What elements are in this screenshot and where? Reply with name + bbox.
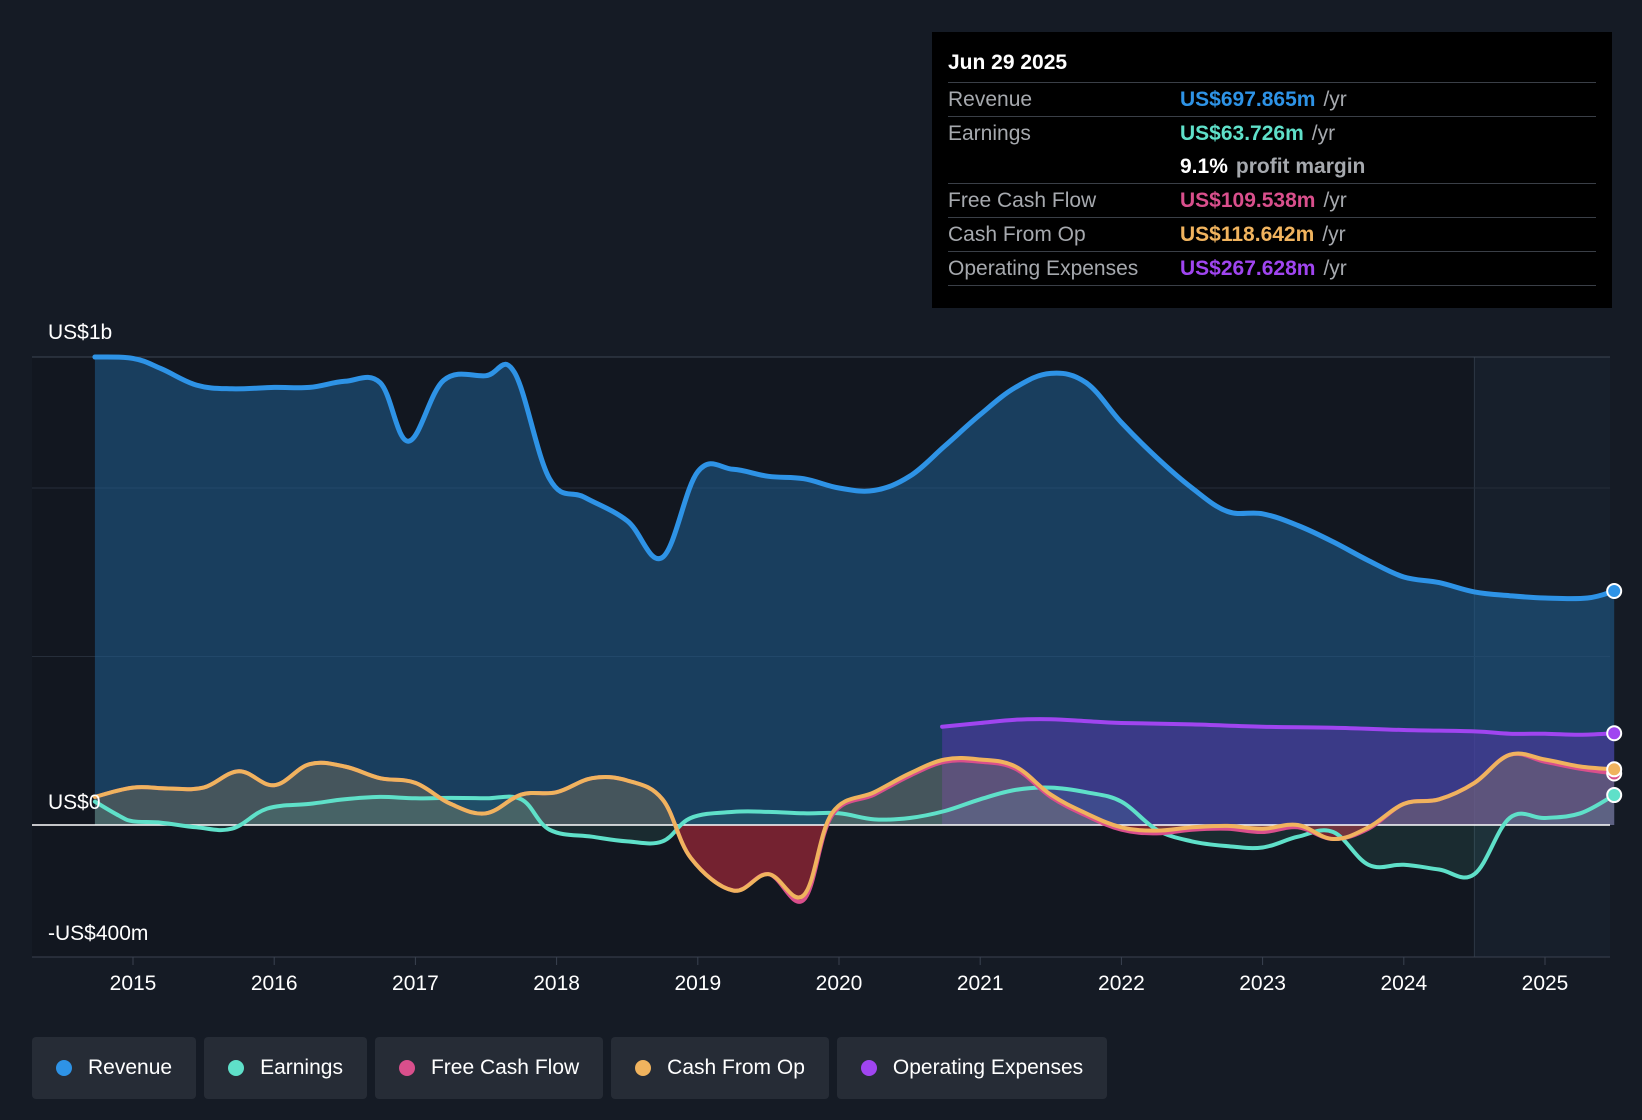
tooltip-label: Revenue — [948, 88, 1033, 111]
tooltip-date: Jun 29 2025 — [948, 48, 1596, 83]
line-operating-expenses — [940, 717, 1617, 737]
tooltip-value: US$109.538m — [1180, 189, 1316, 212]
tooltip-unit: /yr — [1322, 223, 1346, 246]
x-tick-label: 2024 — [1380, 972, 1427, 995]
x-tick-label: 2018 — [533, 972, 580, 995]
tooltip-value: US$697.865m — [1180, 88, 1316, 111]
x-tick-label: 2015 — [110, 972, 157, 995]
legend-item-revenue[interactable]: Revenue — [32, 1037, 197, 1099]
legend-dot-icon — [228, 1060, 245, 1076]
area-revenue — [94, 357, 1615, 825]
line-earnings — [92, 785, 1617, 880]
x-tick-label: 2017 — [392, 972, 439, 995]
tooltip-value: US$118.642m — [1180, 223, 1315, 246]
x-tick-label: 2021 — [957, 972, 1004, 995]
tooltip-unit: /yr — [1323, 257, 1347, 280]
legend-label: Revenue — [88, 1056, 173, 1079]
tooltip-value: US$63.726m — [1180, 122, 1304, 145]
legend-dot-icon — [398, 1060, 415, 1076]
tooltip-row-earnings: Earnings US$63.726m /yr — [948, 117, 1596, 150]
line-revenue — [92, 354, 1617, 602]
legend-dot-icon — [635, 1060, 652, 1076]
y-axis-labels: US$1b US$0 -US$400m — [48, 321, 148, 945]
endpoint-earnings — [1606, 787, 1623, 804]
x-tick-label: 2019 — [674, 972, 721, 995]
endpoint-revenue — [1606, 583, 1623, 599]
profit-margin-text: profit margin — [1235, 155, 1366, 178]
tooltip-row-operating-expenses: Operating Expenses US$267.628m /yr — [948, 252, 1596, 286]
y-tick-label: US$1b — [48, 321, 112, 344]
legend: Revenue Earnings Free Cash Flow Cash Fro… — [32, 1037, 1108, 1099]
tooltip-label: Free Cash Flow — [948, 189, 1097, 212]
tooltip-row-profit-margin: 9.1% profit margin — [948, 150, 1596, 184]
tooltip-panel: Jun 29 2025 Revenue US$697.865m /yr Earn… — [932, 32, 1612, 308]
tooltip-label: Cash From Op — [948, 223, 1086, 246]
x-tick-label: 2022 — [1098, 972, 1145, 995]
x-tick-label: 2020 — [816, 972, 863, 995]
y-tick-label: US$0 — [48, 791, 101, 814]
legend-dot-icon — [860, 1060, 877, 1076]
tooltip-unit: /yr — [1311, 122, 1336, 145]
legend-item-free-cash-flow[interactable]: Free Cash Flow — [374, 1037, 604, 1099]
tooltip-unit: /yr — [1323, 189, 1347, 212]
x-tick-label: 2016 — [251, 972, 298, 995]
line-cash-from-op — [92, 751, 1617, 900]
series-lines — [92, 354, 1617, 904]
legend-item-earnings[interactable]: Earnings — [204, 1037, 367, 1099]
area-earnings — [94, 787, 1615, 878]
tooltip-row-free-cash-flow: Free Cash Flow US$109.538m /yr — [948, 184, 1596, 218]
tooltip-value: US$267.628m — [1180, 257, 1316, 280]
legend-item-operating-expenses[interactable]: Operating Expenses — [836, 1037, 1108, 1099]
area-cash-from-op — [94, 753, 1615, 825]
legend-dot-icon — [56, 1060, 72, 1076]
tooltip-label: Earnings — [948, 122, 1031, 145]
legend-label: Cash From Op — [667, 1056, 805, 1079]
legend-label: Earnings — [260, 1056, 343, 1079]
tooltip-label-spacer — [948, 150, 1180, 183]
x-tick-label: 2023 — [1239, 972, 1286, 995]
tooltip-row-revenue: Revenue US$697.865m /yr — [948, 83, 1596, 117]
tooltip-unit: /yr — [1323, 88, 1347, 111]
tooltip-label: Operating Expenses — [948, 257, 1139, 280]
y-tick-label: -US$400m — [48, 922, 148, 945]
tooltip-row-cash-from-op: Cash From Op US$118.642m /yr — [948, 218, 1596, 252]
endpoint-operating-expenses — [1606, 725, 1623, 742]
x-tick-label: 2025 — [1522, 972, 1569, 995]
endpoint-cash-from-op — [1606, 761, 1623, 778]
legend-item-cash-from-op[interactable]: Cash From Op — [611, 1037, 829, 1099]
profit-margin-value: 9.1% — [1180, 155, 1228, 178]
legend-label: Free Cash Flow — [430, 1056, 580, 1079]
legend-label: Operating Expenses — [892, 1056, 1084, 1079]
x-axis-labels: 2015 2016 2017 2018 2019 2020 2021 2022 2023 2024… — [110, 957, 1569, 995]
series-endpoints — [1606, 583, 1623, 804]
